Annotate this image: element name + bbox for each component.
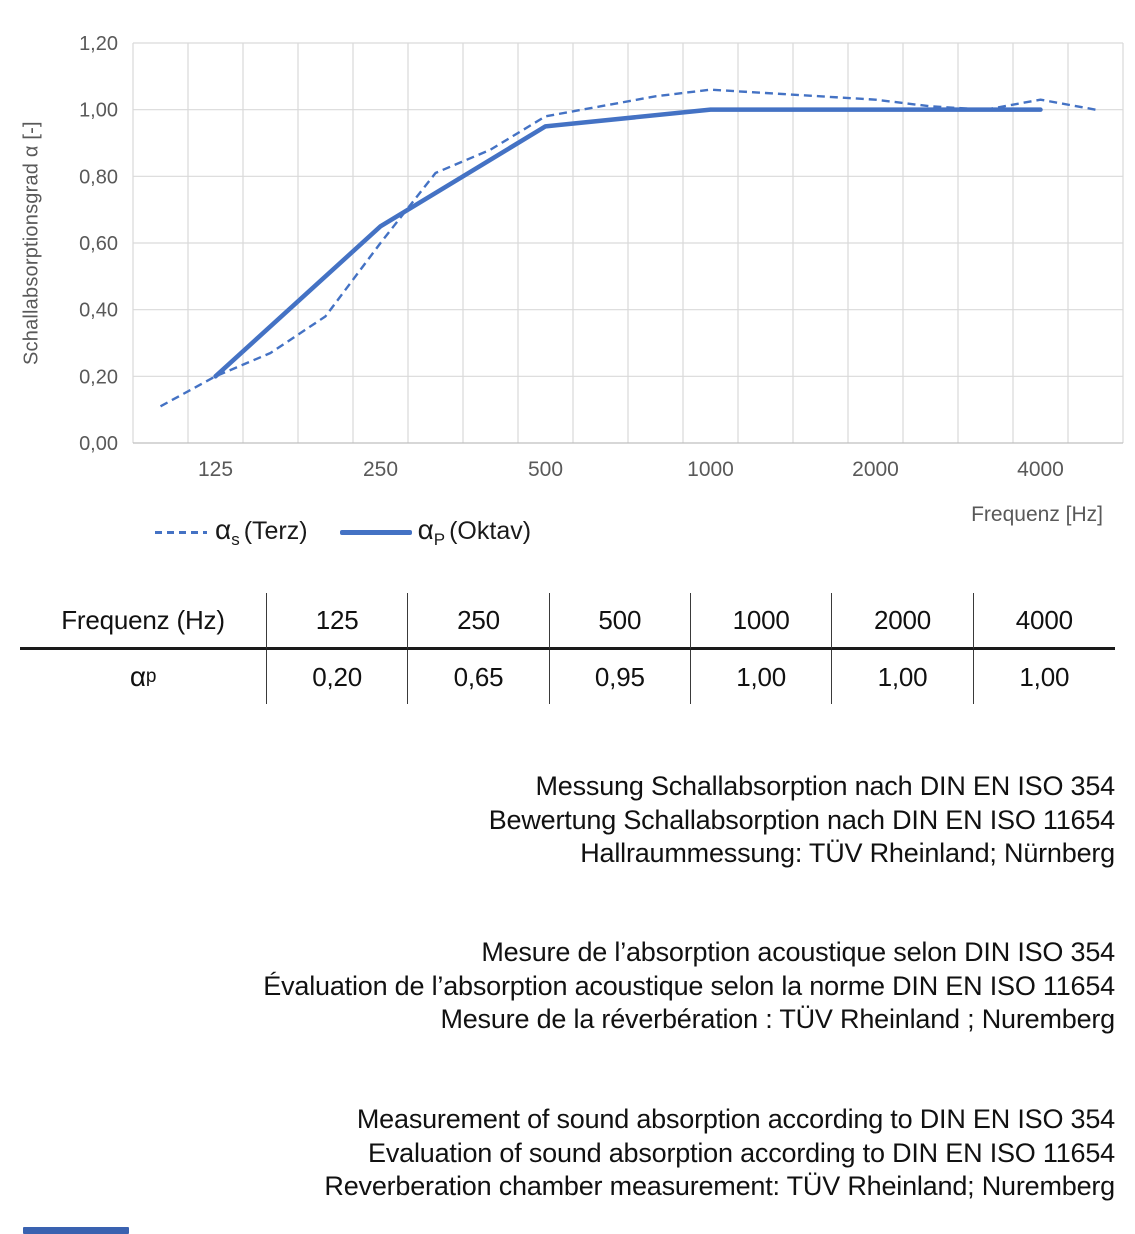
chart-axis-tick-labels: 0,00 0,20 0,40 0,60 0,80 1,00 1,20 125 250 500 100… [79, 33, 1064, 481]
x-tick-label: 500 [528, 458, 563, 481]
table-value-cell: 1,00 [1019, 661, 1070, 692]
note-line: Évaluation de l’absorption acoustique se… [263, 970, 1115, 1001]
y-tick-label: 0,20 [79, 366, 118, 388]
table-frequency-cell: 250 [408, 593, 550, 650]
y-tick-label: 0,00 [79, 433, 118, 455]
x-tick-label: 250 [363, 458, 398, 481]
series-line-terz [159, 88, 1096, 408]
alpha-symbol: α [215, 514, 232, 545]
y-tick-label: 0,40 [79, 300, 118, 322]
note-line: Mesure de l’absorption acoustique selon … [481, 937, 1115, 967]
table-frequency-cell: 1000 [690, 593, 833, 650]
series-line-oktav [213, 107, 1043, 379]
alpha-symbol: α [417, 514, 434, 545]
y-tick-label: 0,60 [79, 233, 118, 255]
note-line: Evaluation of sound absorption according… [368, 1137, 1115, 1168]
table-value-cell: 1,00 [832, 650, 974, 704]
y-tick-label: 1,00 [79, 100, 118, 122]
table-value-cell: 0,20 [267, 650, 409, 704]
table-frequency-cell: 2000 [832, 593, 974, 650]
legend-label-text: (Terz) [243, 517, 308, 545]
legend-item-oktav: αP (Oktav) [339, 514, 531, 550]
note-english: Measurement of sound absorption accordin… [0, 1103, 1115, 1204]
y-tick-label: 1,20 [79, 33, 118, 55]
legend-dashed-line-sample [155, 530, 207, 534]
x-tick-label: 4000 [1017, 458, 1064, 481]
table-header-frequency: Frequenz (Hz) [20, 593, 267, 650]
alpha-symbol: α [129, 661, 146, 692]
x-axis-title: Frequenz [Hz] [971, 503, 1103, 526]
x-tick-label: 125 [198, 458, 233, 481]
table-value-cell: 0,65 [408, 650, 550, 704]
chart-legend: αs (Terz) αP (Oktav) [155, 514, 531, 550]
note-french: Mesure de l’absorption acoustique selon … [0, 936, 1115, 1037]
table-value-cell: 1,00 [691, 650, 833, 704]
absorption-table: Frequenz (Hz) 125 250 500 1000 2000 4000… [20, 593, 1115, 704]
table-frequency-cell: 125 [267, 593, 409, 650]
chart-gridlines [132, 42, 1124, 444]
note-line: Bewertung Schallabsorption nach DIN EN I… [488, 804, 1115, 835]
note-german: Messung Schallabsorption nach DIN EN ISO… [0, 770, 1115, 871]
legend-label-text: (Oktav) [449, 517, 532, 545]
note-line: Messung Schallabsorption nach DIN EN ISO… [535, 771, 1115, 801]
legend-solid-line-sample [339, 529, 412, 535]
alpha-subscript: P [433, 530, 446, 549]
legend-label-oktav: αP (Oktav) [418, 514, 531, 550]
x-tick-label: 2000 [852, 458, 899, 481]
y-axis-title: Schallabsorptionsgrad α [-] [20, 121, 43, 365]
alpha-subscript: s [231, 530, 240, 549]
note-line: Measurement of sound absorption accordin… [356, 1104, 1115, 1134]
note-line: Reverberation chamber measurement: TÜV R… [324, 1171, 1115, 1201]
legend-label-terz: αs (Terz) [215, 514, 308, 550]
y-tick-label: 0,80 [79, 166, 118, 188]
table-frequency-cell: 500 [549, 593, 691, 650]
note-line: Hallraummessung: TÜV Rheinland; Nürnberg [580, 838, 1115, 868]
alpha-subscript: p [145, 666, 157, 687]
chart-plot-area: 0,00 0,20 0,40 0,60 0,80 1,00 1,20 125 250 500 100… [79, 33, 1124, 481]
table-value-cell: 0,95 [550, 650, 691, 704]
legend-item-terz: αs (Terz) [155, 514, 308, 550]
note-line: Mesure de la réverbération : TÜV Rheinla… [440, 1004, 1115, 1034]
x-tick-label: 1000 [687, 458, 734, 481]
chart-series-lines [159, 88, 1096, 408]
table-frequency-cell: 4000 [973, 593, 1115, 650]
absorption-chart: 0,00 0,20 0,40 0,60 0,80 1,00 1,20 125 250 500 100… [0, 0, 1135, 560]
footer-accent-bar [23, 1227, 129, 1234]
